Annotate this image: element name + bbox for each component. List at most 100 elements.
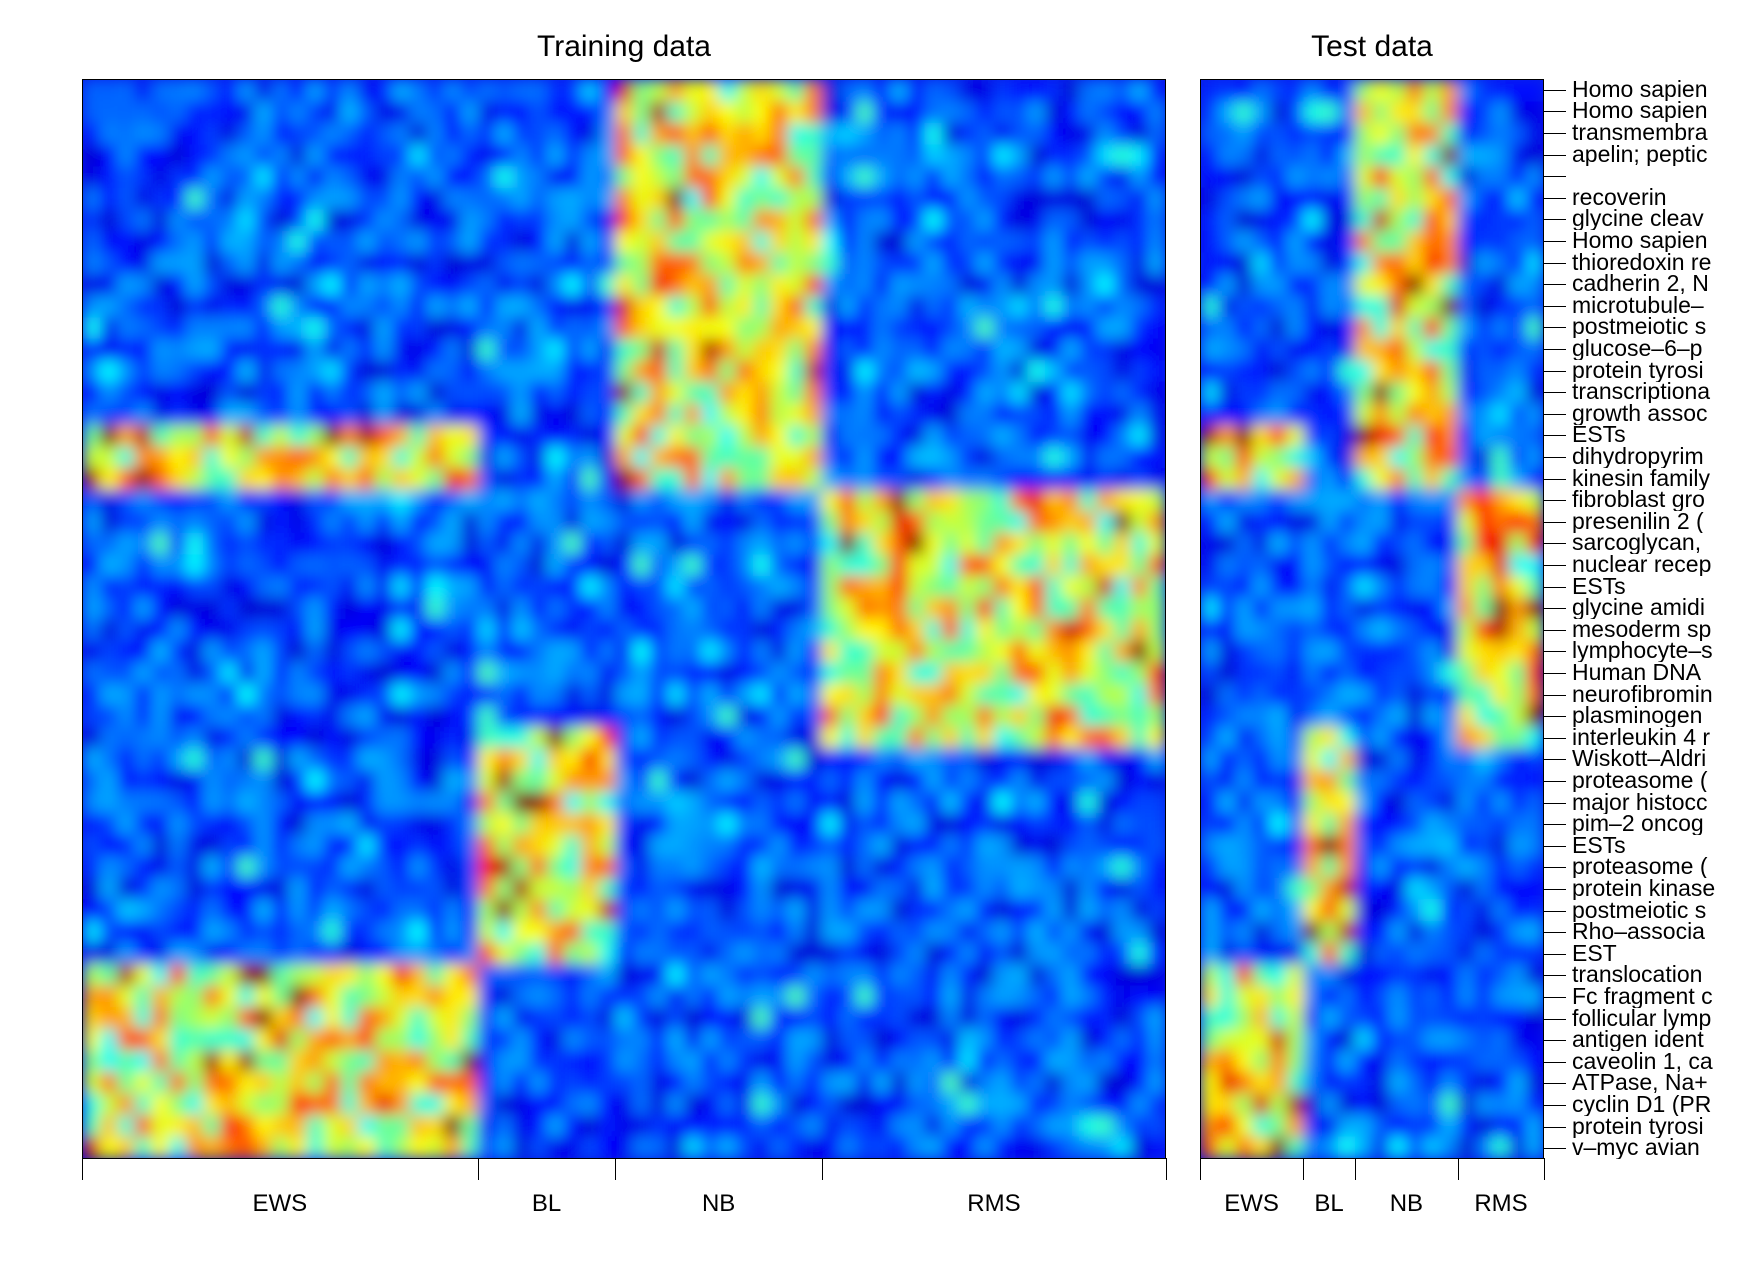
gene-tick (1544, 651, 1566, 653)
gene-tick (1544, 694, 1566, 696)
test-group-label-ews: EWS (1224, 1190, 1279, 1217)
test-x-tick (1200, 1158, 1201, 1180)
gene-label: postmeiotic s (1572, 315, 1707, 339)
training-x-tick (82, 1158, 83, 1180)
gene-label: sarcoglycan, (1572, 531, 1702, 555)
gene-tick (1544, 629, 1566, 631)
gene-label: glycine cleav (1572, 207, 1704, 231)
gene-tick (1544, 435, 1566, 437)
gene-tick (1544, 241, 1566, 242)
gene-label: Homo sapien (1572, 77, 1708, 101)
training-x-tick (477, 1158, 479, 1180)
gene-tick (1544, 89, 1566, 91)
gene-tick (1544, 413, 1566, 415)
gene-tick (1544, 1126, 1566, 1128)
gene-tick (1544, 370, 1566, 372)
gene-label: Human DNA (1572, 661, 1702, 684)
gene-label: caveolin 1, ca (1572, 1049, 1713, 1073)
gene-tick (1544, 910, 1566, 912)
gene-tick (1544, 845, 1566, 847)
test-x-tick (1303, 1158, 1305, 1180)
gene-tick (1544, 197, 1566, 199)
gene-tick (1544, 392, 1566, 394)
gene-tick (1544, 219, 1566, 221)
gene-label: thioredoxin re (1572, 250, 1712, 274)
gene-tick (1544, 737, 1566, 739)
gene-label: Fc fragment c (1572, 985, 1713, 1008)
gene-label: EST (1572, 941, 1617, 965)
gene-tick (1544, 349, 1566, 350)
gene-tick (1544, 111, 1566, 113)
gene-label: protein kinase (1572, 877, 1716, 900)
gene-label: pim–2 oncog (1572, 812, 1704, 836)
gene-label: glycine amidi (1572, 596, 1705, 620)
gene-tick (1544, 889, 1566, 890)
test-x-tick (1354, 1158, 1356, 1180)
test-group-label-nb: NB (1389, 1190, 1424, 1217)
test-x-tick (1458, 1158, 1459, 1180)
gene-label: lymphocyte–s (1572, 639, 1713, 663)
gene-tick (1544, 802, 1566, 804)
gene-tick (1544, 521, 1566, 523)
gene-label: nuclear recep (1572, 553, 1712, 576)
gene-label: cyclin D1 (PR (1572, 1093, 1712, 1116)
gene-tick (1544, 154, 1566, 156)
gene-label: fibroblast gro (1572, 488, 1705, 512)
training-heatmap (82, 79, 1166, 1159)
gene-label: v–myc avian (1572, 1136, 1700, 1160)
gene-label: apelin; peptic (1572, 142, 1708, 166)
gene-tick (1544, 543, 1566, 545)
gene-label: protein tyrosi (1572, 1114, 1704, 1138)
gene-label: ATPase, Na+ (1572, 1071, 1708, 1095)
gene-label: ESTs (1572, 833, 1626, 857)
gene-tick (1544, 1018, 1566, 1020)
gene-label: ESTs (1572, 574, 1626, 598)
gene-tick (1544, 932, 1566, 934)
training-group-label-nb: NB (701, 1190, 736, 1217)
gene-label: Homo sapien (1572, 229, 1708, 252)
gene-tick (1544, 327, 1566, 329)
gene-label: follicular lymp (1572, 1006, 1712, 1030)
gene-tick (1544, 500, 1566, 502)
gene-label: Homo sapien (1572, 99, 1708, 123)
gene-tick (1544, 673, 1566, 674)
gene-tick (1544, 781, 1566, 782)
training-x-axis (82, 1158, 1166, 1159)
gene-tick (1544, 305, 1566, 307)
test-group-label-bl: BL (1314, 1190, 1344, 1217)
test-x-axis (1200, 1158, 1544, 1159)
gene-label: transmembra (1572, 121, 1708, 144)
gene-label: mesoderm sp (1572, 617, 1712, 641)
test-title: Test data (1311, 30, 1433, 63)
gene-tick (1544, 953, 1566, 955)
gene-label: Wiskott–Aldri (1572, 747, 1707, 771)
training-group-label-rms: RMS (967, 1190, 1021, 1217)
gene-tick (1544, 1040, 1566, 1042)
training-x-tick (1166, 1158, 1167, 1180)
training-group-label-ews: EWS (252, 1190, 308, 1217)
gene-label: postmeiotic s (1572, 898, 1707, 922)
gene-tick (1544, 1148, 1566, 1150)
gene-label: presenilin 2 ( (1572, 509, 1704, 533)
gene-label: interleukin 4 r (1572, 725, 1711, 749)
gene-tick (1544, 586, 1566, 588)
gene-tick (1544, 262, 1566, 264)
gene-label: proteasome ( (1572, 769, 1708, 792)
gene-tick (1544, 457, 1566, 458)
training-title: Training data (537, 30, 711, 63)
gene-label: major histocc (1572, 790, 1708, 814)
gene-label: neurofibromin (1572, 682, 1713, 706)
gene-label: plasminogen (1572, 704, 1703, 728)
gene-tick (1544, 1061, 1566, 1063)
gene-tick (1544, 133, 1566, 134)
gene-label: translocation (1572, 963, 1703, 987)
training-x-tick (615, 1158, 617, 1180)
gene-label: proteasome ( (1572, 855, 1708, 879)
gene-tick (1544, 478, 1566, 480)
gene-tick (1544, 867, 1566, 869)
gene-label: growth assoc (1572, 401, 1708, 425)
gene-label: ESTs (1572, 423, 1626, 447)
gene-tick (1544, 759, 1566, 761)
gene-tick (1544, 176, 1566, 178)
gene-label: transcriptiona (1572, 380, 1711, 404)
